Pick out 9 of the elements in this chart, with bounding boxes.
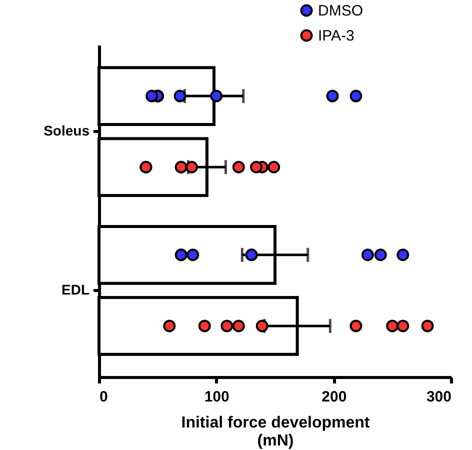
legend-label: DMSO — [318, 2, 363, 20]
x-tick-label: 0 — [100, 388, 108, 406]
x-axis-title: Initial force development (mN) — [181, 414, 370, 450]
y-tick-label: EDL — [62, 281, 90, 298]
x-tick-label: 300 — [426, 388, 452, 406]
y-tick-label: Soleus — [44, 122, 90, 139]
x-tick-label: 200 — [322, 388, 347, 406]
x-tick-label: 100 — [204, 388, 230, 406]
legend-label: IPA-3 — [318, 28, 354, 44]
